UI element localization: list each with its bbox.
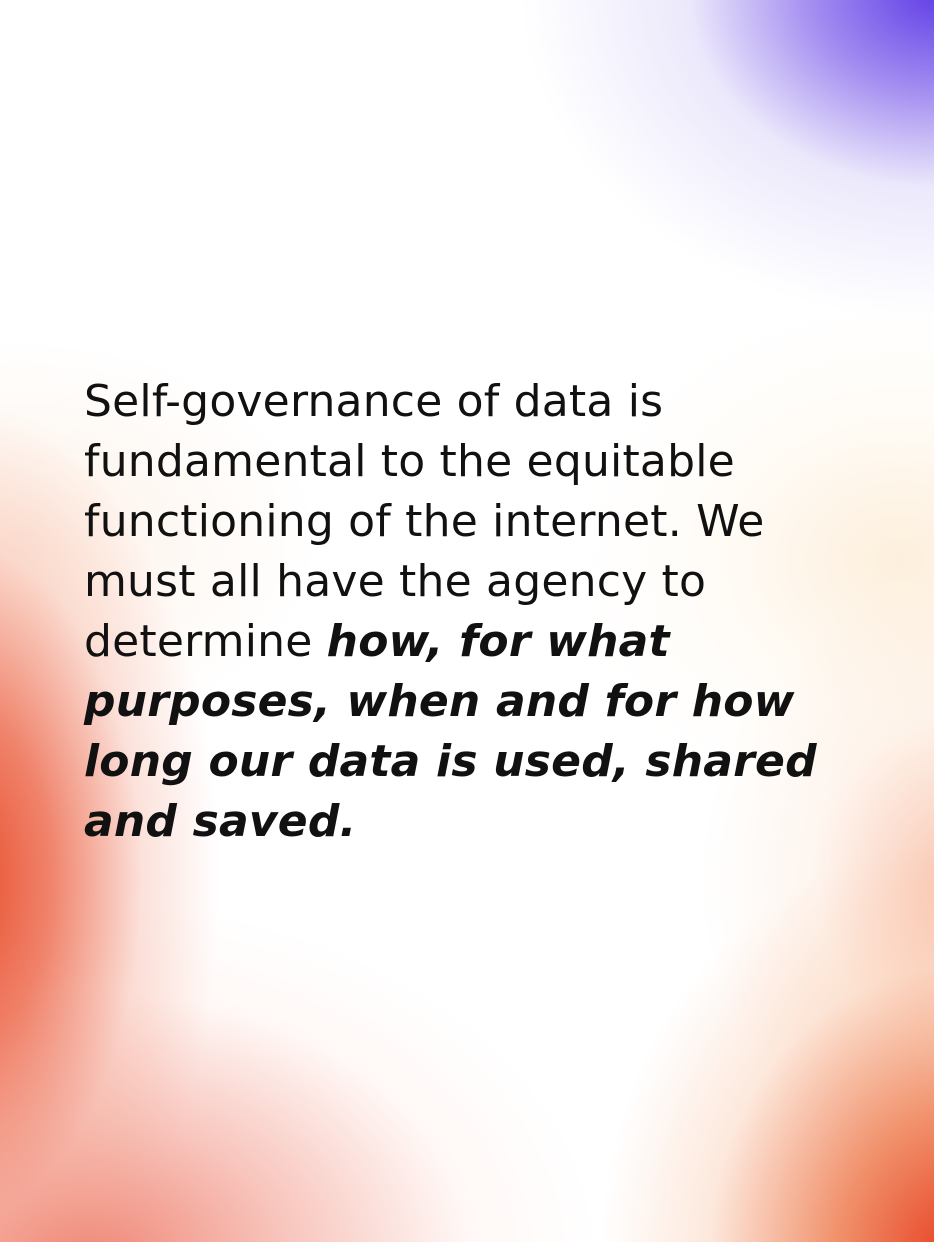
quote-emphasis: how, for what purposes, when and for how… [84,616,817,847]
quote-text: Self-governance of data is fundamental t… [84,372,864,852]
quote-lead: Self-governance of data is fundamental t… [84,376,765,667]
